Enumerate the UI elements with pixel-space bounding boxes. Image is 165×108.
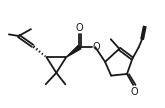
Polygon shape — [66, 45, 81, 57]
Text: O: O — [76, 23, 83, 33]
Text: O: O — [131, 87, 138, 97]
Text: O: O — [93, 42, 101, 52]
